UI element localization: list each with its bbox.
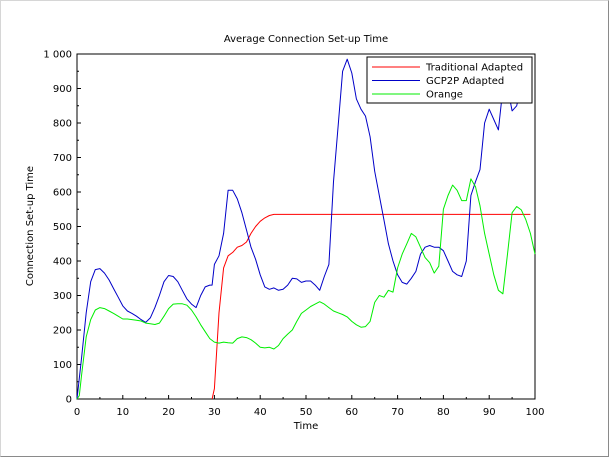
y-tick-label: 400: [53, 257, 72, 268]
x-tick-label: 40: [254, 407, 267, 418]
x-tick-label: 60: [345, 407, 358, 418]
y-axis: 0 100 200 300 400 500 600 700 800 900 1 000: [43, 50, 81, 406]
x-tick-label: 0: [74, 407, 80, 418]
series-line-orange: [76, 178, 536, 400]
series-line-gcp2p-adapted: [76, 58, 531, 400]
series-line-traditional-adapted: [211, 213, 531, 400]
y-tick-label: 0: [66, 395, 72, 406]
chart-title: Average Connection Set-up Time: [224, 34, 388, 45]
y-tick-label: 700: [53, 153, 72, 164]
y-axis-label: Connection Set-up Time: [25, 166, 36, 286]
x-tick-label: 30: [208, 407, 221, 418]
y-tick-label: 100: [53, 360, 72, 371]
x-tick-label: 50: [300, 407, 313, 418]
x-tick-label: 80: [437, 407, 450, 418]
series-lines: [76, 58, 536, 400]
x-axis-label: Time: [293, 421, 318, 432]
y-tick-label: 1 000: [43, 50, 72, 61]
legend: Traditional Adapted GCP2P Adapted Orange: [366, 56, 533, 104]
y-tick-label: 300: [53, 291, 72, 302]
y-tick-label: 500: [53, 222, 72, 233]
x-tick-label: 10: [116, 407, 129, 418]
x-tick-label: 20: [162, 407, 175, 418]
y-tick-label: 900: [53, 84, 72, 95]
y-tick-label: 800: [53, 119, 72, 130]
y-tick-label: 200: [53, 326, 72, 337]
x-tick-label: 90: [483, 407, 496, 418]
x-tick-label: 100: [525, 407, 544, 418]
legend-label-traditional-adapted: Traditional Adapted: [425, 63, 523, 74]
legend-label-orange: Orange: [426, 90, 463, 101]
y-tick-label: 600: [53, 188, 72, 199]
legend-label-gcp2p-adapted: GCP2P Adapted: [426, 76, 504, 87]
x-tick-label: 70: [391, 407, 404, 418]
plot-area: [76, 53, 536, 400]
x-axis: 0 10 20 30 40 50 60 70 80 90 100: [74, 395, 545, 418]
